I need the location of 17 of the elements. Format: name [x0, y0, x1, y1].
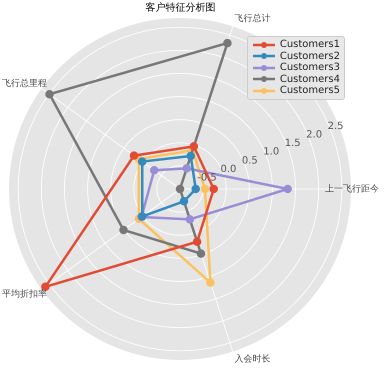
y-tick-label: 1.0 [263, 146, 280, 158]
y-tick-label: 2.5 [328, 120, 344, 132]
chart-title: 客户特征分析图 [146, 2, 216, 14]
legend-label: Customers3 [280, 62, 340, 74]
spoke-label: 平均折扣率 [2, 288, 47, 300]
y-tick-label: 0.0 [220, 164, 236, 176]
y-tick-label: 0.5 [242, 155, 258, 166]
legend-label: Customers4 [280, 74, 340, 85]
spoke-label: 上一飞行距今 [325, 183, 379, 194]
legend-label: Customers1 [280, 39, 340, 50]
legend-label: Customers5 [280, 85, 340, 96]
spoke-label: 飞行总计 [234, 13, 271, 24]
y-tick-label: 2.0 [306, 129, 322, 140]
y-tick-label: 1.5 [284, 138, 301, 150]
spoke-label: 入会时长 [234, 354, 271, 365]
legend-label: Customers2 [280, 50, 340, 62]
spoke-label: 飞行总里程 [2, 78, 47, 90]
